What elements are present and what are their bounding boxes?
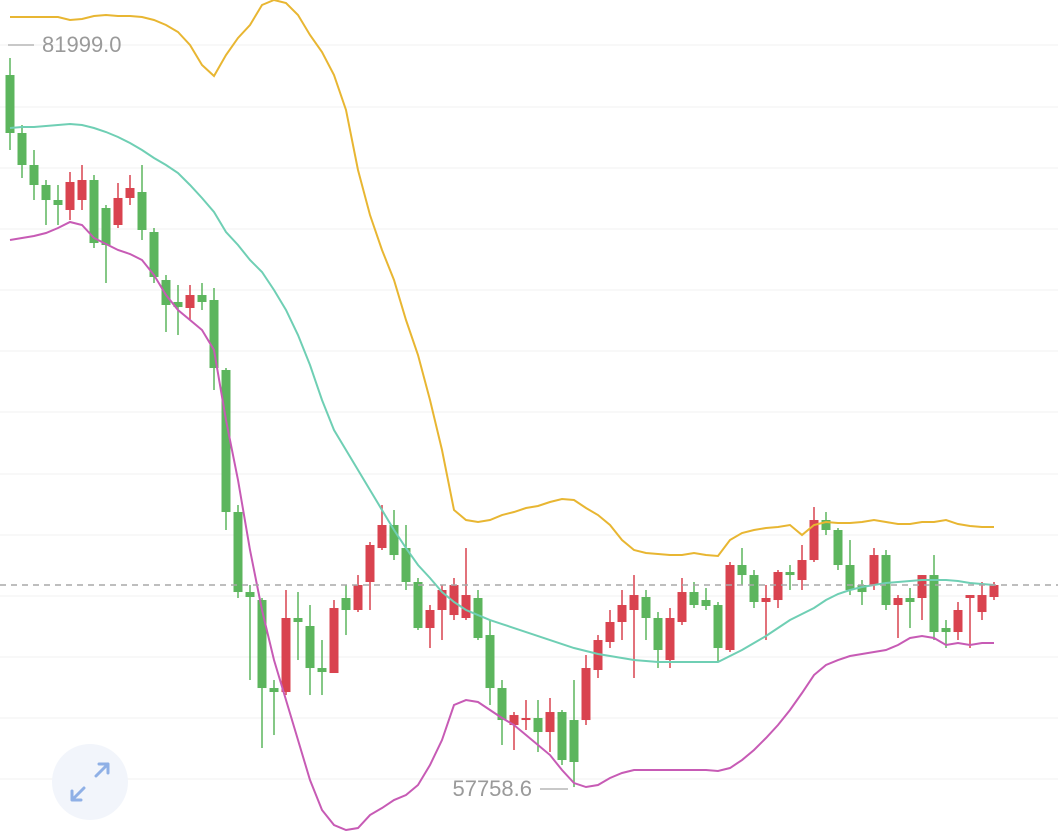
- candle-body: [5, 75, 15, 133]
- low-label: 57758.6: [452, 776, 532, 801]
- candle-body: [257, 600, 267, 689]
- candle-body: [41, 184, 51, 201]
- band-line: [9, 122, 995, 664]
- candle-body: [905, 598, 915, 603]
- candle-body: [689, 592, 699, 606]
- candles: [5, 57, 999, 788]
- candle-body: [377, 525, 387, 549]
- candle-body: [941, 628, 951, 633]
- candle-body: [785, 572, 795, 576]
- candle-body: [749, 575, 759, 603]
- candle-body: [245, 592, 255, 598]
- candle-body: [641, 597, 651, 619]
- expand-button[interactable]: [52, 744, 128, 820]
- candle-body: [413, 582, 423, 629]
- candle-body: [173, 301, 183, 308]
- candle-body: [965, 595, 975, 599]
- candle-body: [845, 565, 855, 591]
- candle-body: [977, 595, 987, 613]
- candle-body: [533, 718, 543, 733]
- candle-body: [917, 575, 927, 599]
- expand-button-bg[interactable]: [52, 744, 128, 820]
- candle-body: [677, 592, 687, 623]
- candle-body: [149, 232, 159, 277]
- candle-body: [809, 520, 819, 561]
- candle-body: [485, 635, 495, 689]
- candle-body: [365, 545, 375, 583]
- candle-body: [293, 618, 303, 623]
- candle-body: [197, 295, 207, 302]
- candle-body: [389, 525, 399, 556]
- candle-body: [545, 712, 555, 733]
- band-line: [9, 220, 994, 831]
- candle-body: [509, 715, 519, 726]
- candle-body: [281, 618, 291, 693]
- candle-body: [473, 598, 483, 639]
- candle-body: [269, 688, 279, 693]
- candle-body: [317, 668, 327, 673]
- candle-body: [953, 610, 963, 633]
- candle-body: [929, 575, 939, 633]
- band-line: [10, 0, 994, 558]
- candle-body: [821, 520, 831, 530]
- candle-body: [869, 555, 879, 586]
- candle-body: [497, 688, 507, 721]
- expand-icon[interactable]: [70, 762, 110, 802]
- candle-body: [713, 605, 723, 649]
- candle-body: [857, 585, 867, 593]
- candle-body: [449, 585, 459, 616]
- candle-body: [341, 598, 351, 611]
- candle-body: [65, 181, 75, 210]
- candle-body: [401, 548, 411, 583]
- candle-body: [737, 565, 747, 576]
- candle-body: [29, 164, 39, 185]
- candle-body: [761, 598, 771, 603]
- candle-body: [89, 180, 99, 244]
- candle-body: [881, 555, 891, 606]
- candle-body: [797, 560, 807, 581]
- candle-body: [461, 595, 471, 619]
- candle-body: [629, 595, 639, 611]
- candle-body: [329, 608, 339, 674]
- candle-body: [101, 208, 111, 245]
- candle-body: [125, 188, 135, 198]
- candle-body: [701, 600, 711, 607]
- candle-body: [77, 180, 87, 201]
- candle-body: [425, 610, 435, 629]
- candle-body: [617, 605, 627, 623]
- candle-body: [989, 585, 999, 598]
- candle-body: [305, 626, 315, 669]
- candle-body: [185, 295, 195, 309]
- candle-body: [605, 622, 615, 643]
- candle-body: [437, 590, 447, 611]
- candle-body: [581, 668, 591, 721]
- candle-body: [53, 200, 63, 205]
- high-label: 81999.0: [42, 32, 122, 57]
- candle-body: [161, 280, 171, 306]
- candle-body: [653, 618, 663, 651]
- candle-body: [353, 585, 363, 611]
- candle-body: [557, 712, 567, 761]
- candle-body: [893, 598, 903, 606]
- candle-body: [17, 132, 27, 165]
- candle-body: [569, 720, 579, 763]
- candle-body: [233, 512, 243, 593]
- candle-body: [725, 565, 735, 651]
- candle-body: [521, 718, 531, 721]
- candle-body: [209, 300, 219, 369]
- candle-body: [137, 192, 147, 230]
- candle-body: [665, 618, 675, 661]
- candle-body: [221, 369, 231, 513]
- background-grid: [0, 44, 1058, 780]
- candle-body: [833, 529, 843, 566]
- candle-body: [773, 572, 783, 601]
- candle-body: [113, 197, 123, 225]
